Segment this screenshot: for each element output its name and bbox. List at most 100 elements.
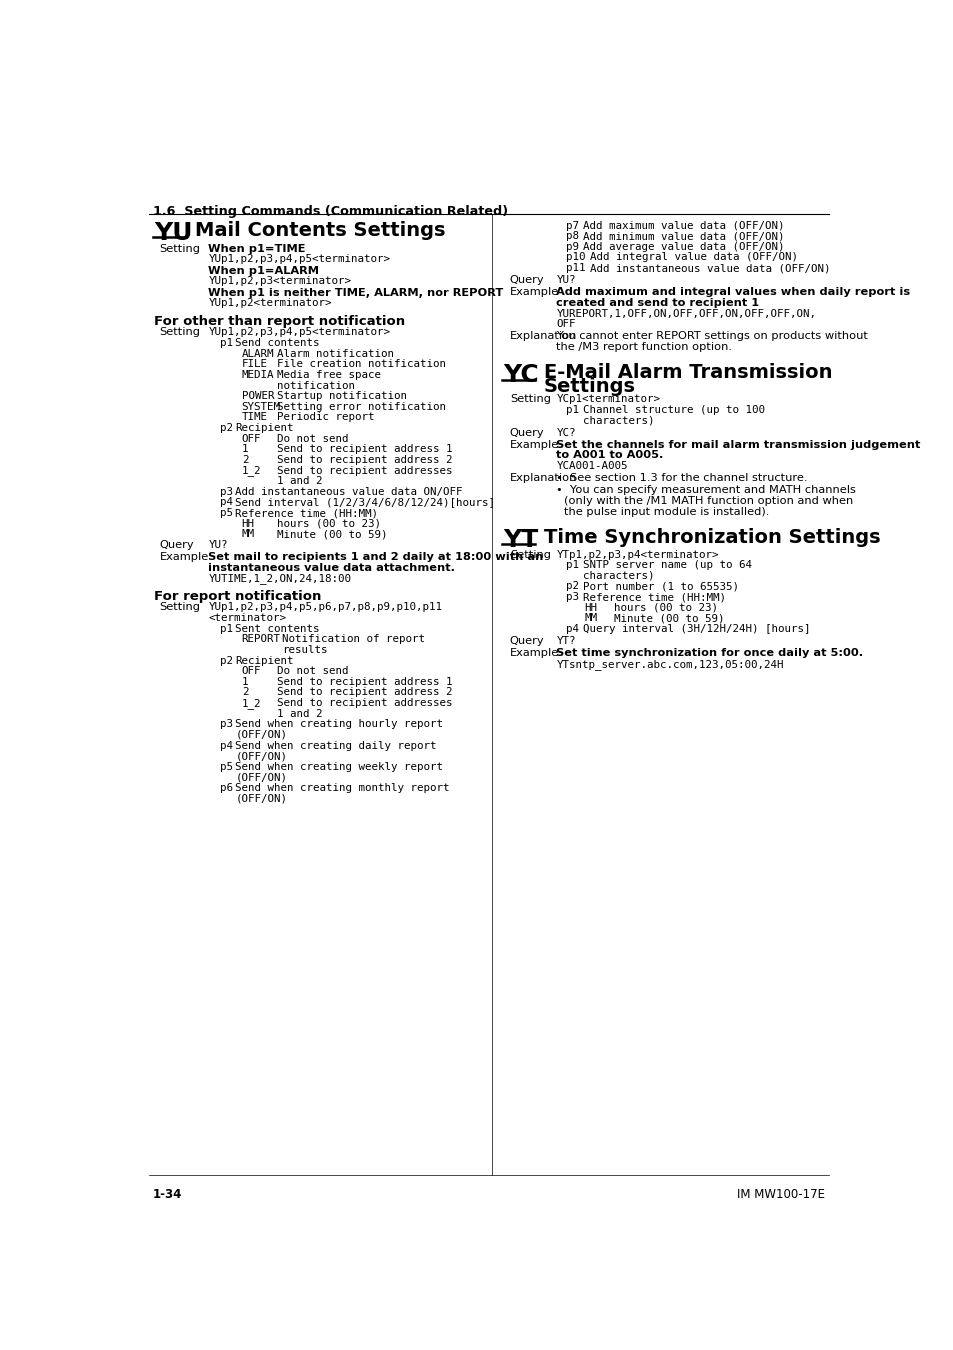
Text: Send when creating hourly report: Send when creating hourly report <box>235 720 443 729</box>
Text: instantaneous value data attachment.: instantaneous value data attachment. <box>208 563 455 572</box>
Text: Startup notification: Startup notification <box>277 392 407 401</box>
Text: Query: Query <box>159 540 194 549</box>
Text: Query: Query <box>509 275 544 285</box>
Text: to A001 to A005.: to A001 to A005. <box>556 451 663 460</box>
Text: Setting: Setting <box>159 602 200 613</box>
Text: characters): characters) <box>583 571 655 580</box>
Text: You cannot enter REPORT settings on products without: You cannot enter REPORT settings on prod… <box>556 331 867 342</box>
Text: <terminator>: <terminator> <box>208 613 286 624</box>
Text: YT?: YT? <box>556 636 576 647</box>
Text: Sent contents: Sent contents <box>235 624 319 633</box>
Text: p4: p4 <box>566 624 578 634</box>
Text: YC?: YC? <box>556 428 576 437</box>
Text: YUTIME,1_2,ON,24,18:00: YUTIME,1_2,ON,24,18:00 <box>208 574 351 585</box>
Text: notification: notification <box>277 381 355 390</box>
Text: p4: p4 <box>220 741 233 751</box>
Text: YC: YC <box>503 363 538 387</box>
Text: Minute (00 to 59): Minute (00 to 59) <box>277 529 388 539</box>
Text: YUp1,p2<terminator>: YUp1,p2<terminator> <box>208 298 332 308</box>
Text: 1_2: 1_2 <box>241 698 261 709</box>
Text: Send when creating daily report: Send when creating daily report <box>235 741 436 751</box>
Text: Add instantaneous value data (OFF/ON): Add instantaneous value data (OFF/ON) <box>589 263 829 273</box>
Text: Add maximum value data (OFF/ON): Add maximum value data (OFF/ON) <box>583 220 784 231</box>
Text: Do not send: Do not send <box>277 666 349 676</box>
Text: Query: Query <box>509 428 544 437</box>
Text: Explanation: Explanation <box>509 474 577 483</box>
Text: Add average value data (OFF/ON): Add average value data (OFF/ON) <box>583 242 784 251</box>
Text: Setting: Setting <box>159 328 200 338</box>
Text: p4: p4 <box>220 497 233 508</box>
Text: p9: p9 <box>566 242 578 251</box>
Text: For other than report notification: For other than report notification <box>154 315 405 328</box>
Text: (OFF/ON): (OFF/ON) <box>235 730 287 740</box>
Text: SYSTEM: SYSTEM <box>241 402 280 412</box>
Text: YUp1,p2,p3,p4,p5<terminator>: YUp1,p2,p3,p4,p5<terminator> <box>208 254 390 265</box>
Text: Alarm notification: Alarm notification <box>277 348 394 359</box>
Text: •  You can specify measurement and MATH channels: • You can specify measurement and MATH c… <box>556 486 856 495</box>
Text: Do not send: Do not send <box>277 433 349 444</box>
Text: Add maximum and integral values when daily report is: Add maximum and integral values when dai… <box>556 288 909 297</box>
Text: YCp1<terminator>: YCp1<terminator> <box>556 394 659 404</box>
Text: p2: p2 <box>220 656 233 666</box>
Text: hours (00 to 23): hours (00 to 23) <box>277 518 381 529</box>
Text: p1: p1 <box>566 560 578 570</box>
Text: the /M3 report function option.: the /M3 report function option. <box>556 342 732 352</box>
Text: YTsntp_server.abc.com,123,05:00,24H: YTsntp_server.abc.com,123,05:00,24H <box>556 659 783 670</box>
Text: For report notification: For report notification <box>154 590 321 603</box>
Text: MEDIA: MEDIA <box>241 370 274 379</box>
Text: Notification of report: Notification of report <box>282 634 424 644</box>
Text: 1 and 2: 1 and 2 <box>277 477 322 486</box>
Text: Send to recipient addresses: Send to recipient addresses <box>277 698 453 707</box>
Text: 1-34: 1-34 <box>152 1188 182 1202</box>
Text: p1: p1 <box>220 338 233 348</box>
Text: Setting: Setting <box>509 394 550 404</box>
Text: 1 and 2: 1 and 2 <box>277 709 322 718</box>
Text: Send to recipient address 2: Send to recipient address 2 <box>277 687 453 698</box>
Text: 1: 1 <box>241 676 248 687</box>
Text: Mail Contents Settings: Mail Contents Settings <box>195 220 445 239</box>
Text: Set the channels for mail alarm transmission judgement: Set the channels for mail alarm transmis… <box>556 440 920 450</box>
Text: results: results <box>282 645 327 655</box>
Text: Send to recipient address 1: Send to recipient address 1 <box>277 444 453 455</box>
Text: Send interval (1/2/3/4/6/8/12/24)[hours]: Send interval (1/2/3/4/6/8/12/24)[hours] <box>235 497 495 508</box>
Text: Add minimum value data (OFF/ON): Add minimum value data (OFF/ON) <box>583 231 784 242</box>
Text: E-Mail Alarm Transmission: E-Mail Alarm Transmission <box>543 363 832 382</box>
Text: HH: HH <box>583 602 597 613</box>
Text: (OFF/ON): (OFF/ON) <box>235 772 287 783</box>
Text: IM MW100-17E: IM MW100-17E <box>737 1188 824 1202</box>
Text: Setting error notification: Setting error notification <box>277 402 446 412</box>
Text: HH: HH <box>241 518 254 529</box>
Text: Add integral value data (OFF/ON): Add integral value data (OFF/ON) <box>589 252 797 262</box>
Text: (OFF/ON): (OFF/ON) <box>235 794 287 803</box>
Text: 1.6  Setting Commands (Communication Related): 1.6 Setting Commands (Communication Rela… <box>152 205 507 219</box>
Text: Setting: Setting <box>159 243 200 254</box>
Text: Reference time (HH:MM): Reference time (HH:MM) <box>235 508 378 518</box>
Text: Settings: Settings <box>543 377 636 397</box>
Text: TIME: TIME <box>241 412 268 423</box>
Text: Example: Example <box>509 440 558 450</box>
Text: Send when creating weekly report: Send when creating weekly report <box>235 761 443 772</box>
Text: Media free space: Media free space <box>277 370 381 379</box>
Text: Send to recipient addresses: Send to recipient addresses <box>277 466 453 475</box>
Text: YUp1,p2,p3<terminator>: YUp1,p2,p3<terminator> <box>208 277 351 286</box>
Text: Recipient: Recipient <box>235 656 294 666</box>
Text: FILE: FILE <box>241 359 268 370</box>
Text: p10: p10 <box>566 252 585 262</box>
Text: OFF: OFF <box>241 433 261 444</box>
Text: Port number (1 to 65535): Port number (1 to 65535) <box>583 582 739 591</box>
Text: YTp1,p2,p3,p4<terminator>: YTp1,p2,p3,p4<terminator> <box>556 549 719 560</box>
Text: Send contents: Send contents <box>235 338 319 348</box>
Text: 2: 2 <box>241 687 248 698</box>
Text: 1_2: 1_2 <box>241 466 261 477</box>
Text: MM: MM <box>583 613 597 624</box>
Text: hours (00 to 23): hours (00 to 23) <box>613 602 717 613</box>
Text: p8: p8 <box>566 231 578 242</box>
Text: Query interval (3H/12H/24H) [hours]: Query interval (3H/12H/24H) [hours] <box>583 624 810 634</box>
Text: created and send to recipient 1: created and send to recipient 1 <box>556 298 759 308</box>
Text: p5: p5 <box>220 508 233 518</box>
Text: Example: Example <box>159 552 209 562</box>
Text: POWER: POWER <box>241 392 274 401</box>
Text: When p1=ALARM: When p1=ALARM <box>208 266 319 275</box>
Text: Channel structure (up to 100: Channel structure (up to 100 <box>583 405 764 414</box>
Text: p11: p11 <box>566 263 585 273</box>
